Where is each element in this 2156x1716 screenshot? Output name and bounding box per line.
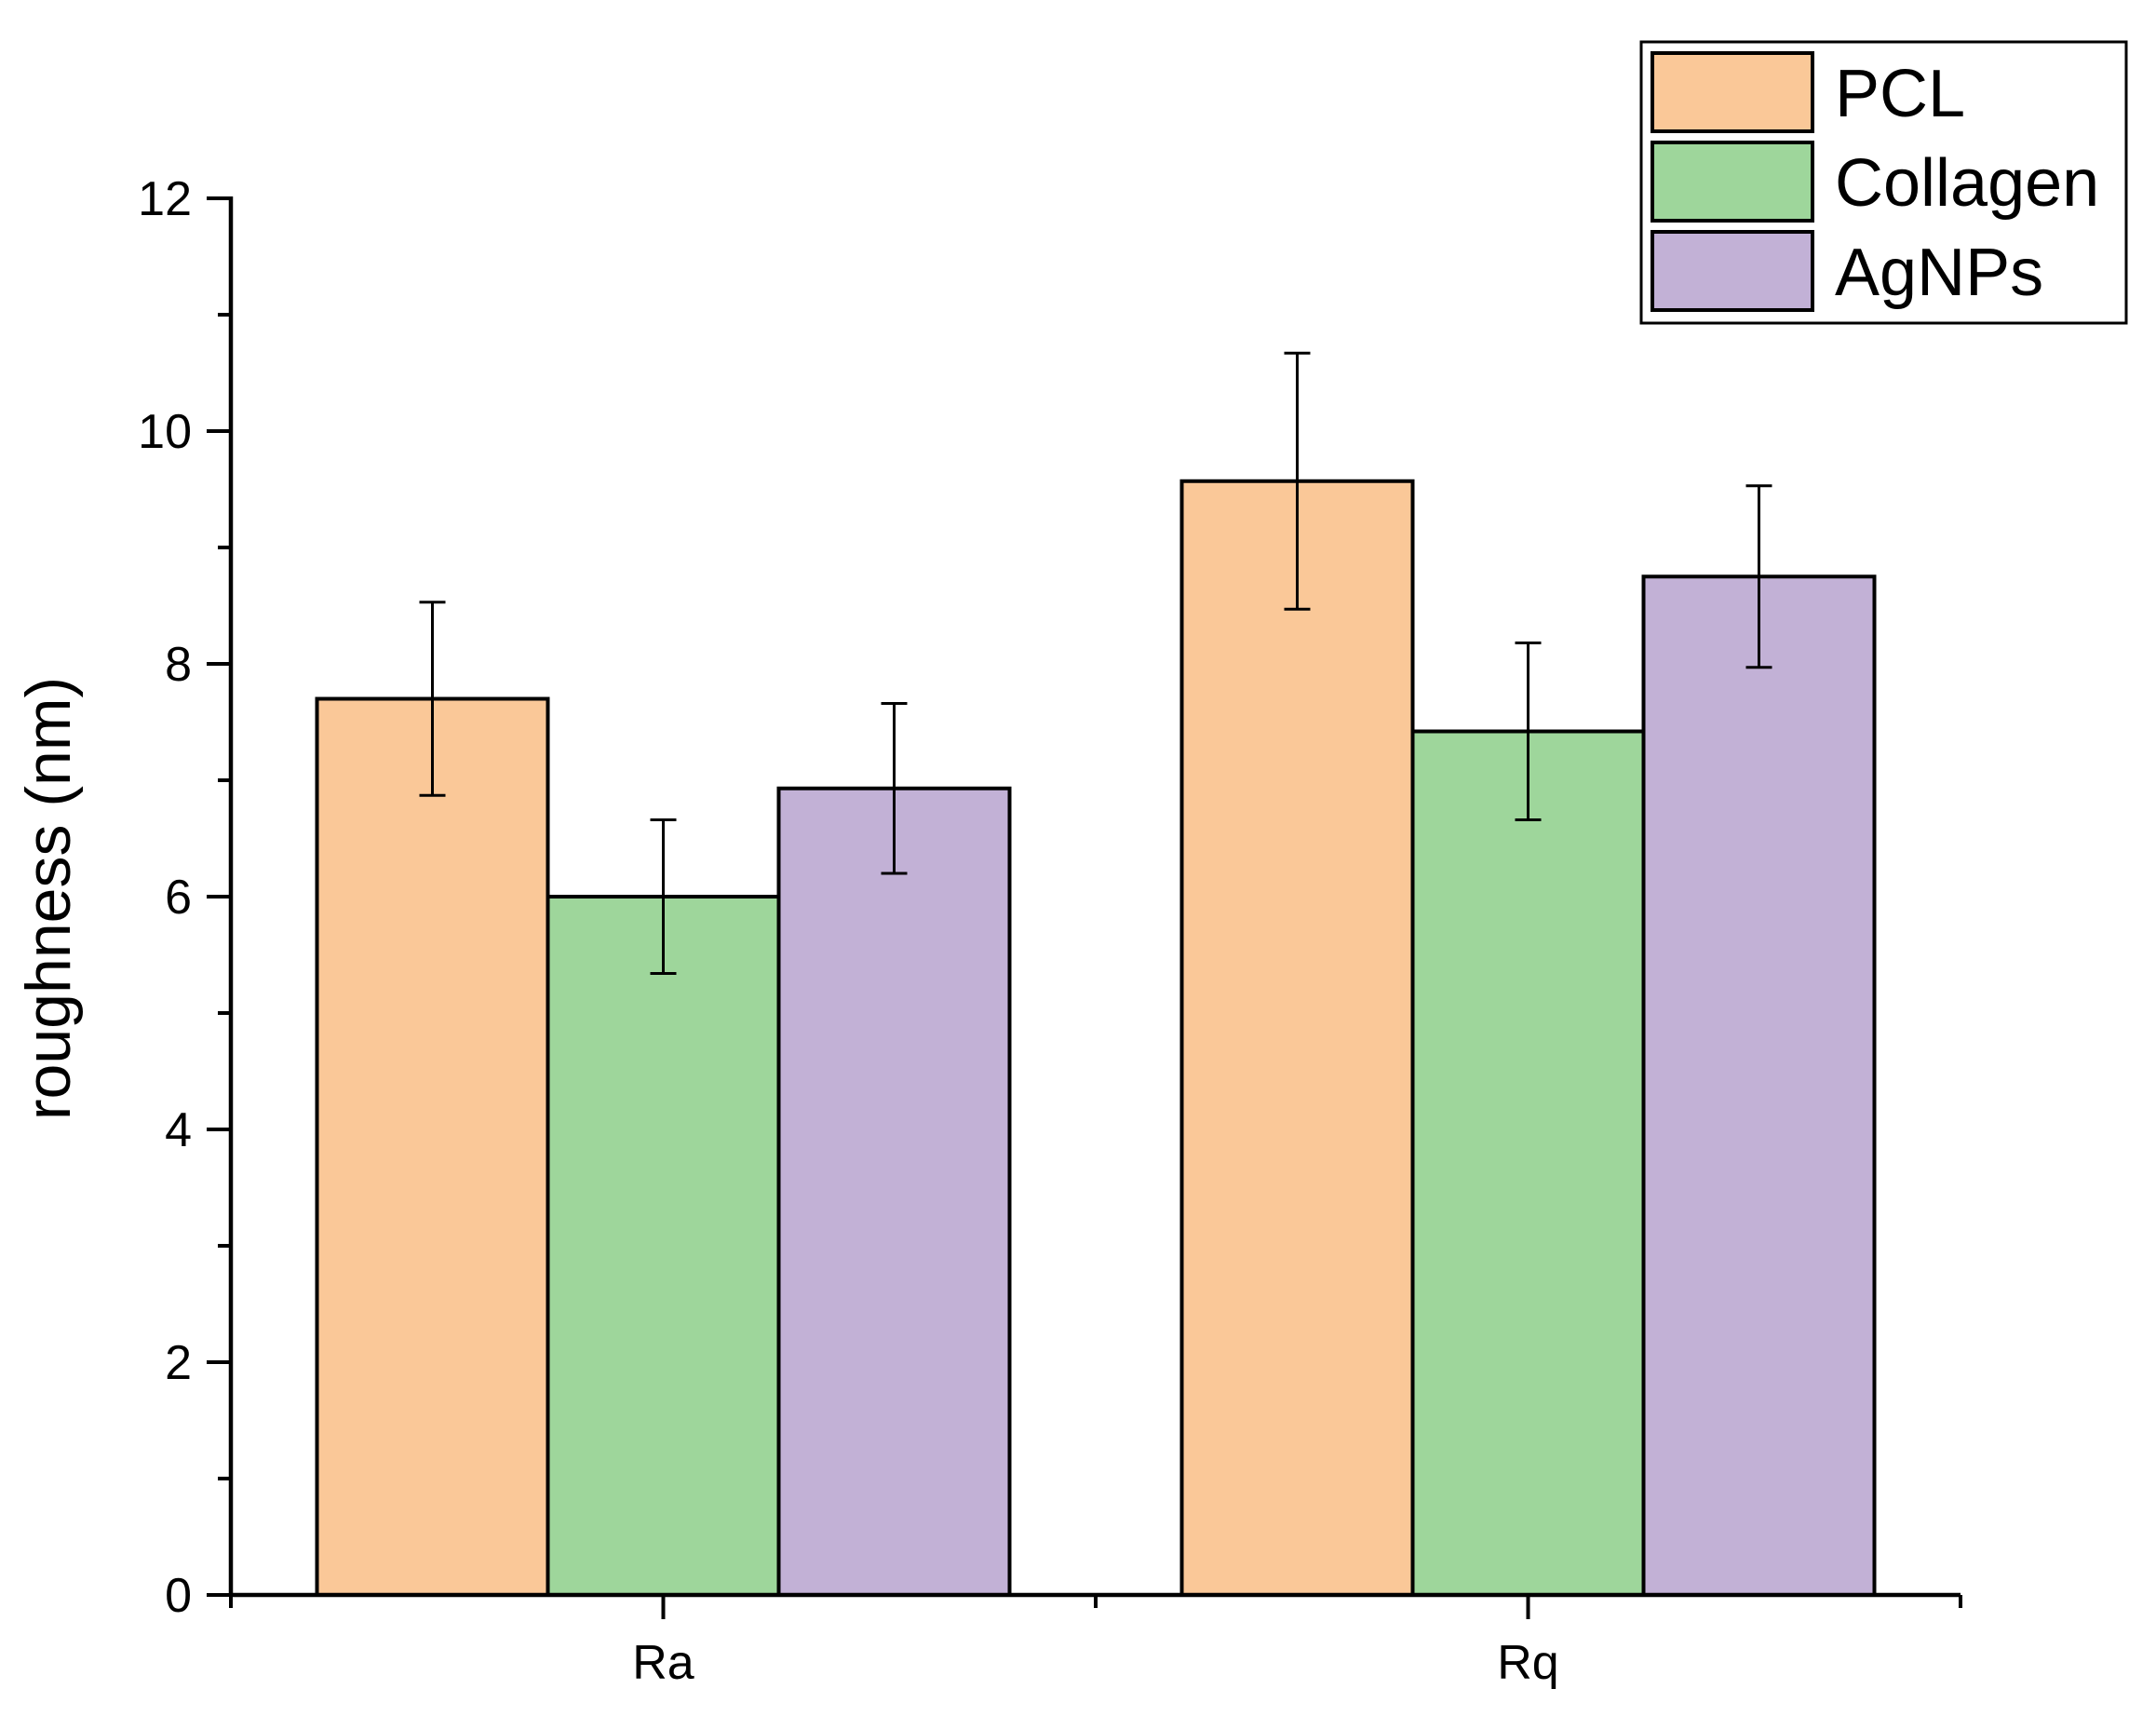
bar-agnps-rq: [1641, 574, 1877, 1597]
bar-collagen-rq: [1410, 729, 1646, 1597]
y-tick-label: 0: [165, 1569, 192, 1623]
y-tick-label: 12: [138, 172, 192, 226]
error-bars-layer: [419, 351, 1772, 975]
error-bar-collagen-rq: [1515, 642, 1542, 821]
error-bar-collagen-ra: [650, 818, 677, 975]
error-bar-agnps-ra: [881, 702, 908, 875]
legend-swatch: [1651, 141, 1814, 223]
y-tick-label: 6: [165, 871, 192, 925]
bar-agnps-ra: [776, 786, 1012, 1597]
ticks-layer: 0 2 4 6 8 10 12 Ra Rq: [138, 172, 1962, 1690]
legend: PCL Collagen AgNPs: [1639, 40, 2128, 325]
legend-label: AgNPs: [1835, 236, 2043, 310]
error-bar-pcl-rq: [1284, 351, 1311, 611]
legend-swatch: [1651, 51, 1814, 133]
legend-swatch: [1651, 230, 1814, 312]
bar-pcl-rq: [1179, 479, 1415, 1597]
legend-item-pcl: PCL: [1651, 51, 1965, 133]
error-bar-pcl-ra: [419, 601, 446, 797]
x-tick-label: Rq: [1497, 1636, 1558, 1690]
y-tick-label: 10: [138, 405, 192, 459]
bar-collagen-ra: [546, 895, 781, 1597]
y-tick-label: 4: [165, 1103, 192, 1157]
x-tick-label: Ra: [632, 1636, 694, 1690]
y-tick-label: 8: [165, 638, 192, 692]
legend-item-collagen: Collagen: [1651, 141, 2099, 223]
legend-item-agnps: AgNPs: [1651, 230, 2043, 312]
y-tick-label: 2: [165, 1336, 192, 1390]
legend-label: Collagen: [1835, 146, 2099, 221]
y-axis-title: roughness (nm): [13, 677, 84, 1120]
bar-pcl-ra: [315, 696, 550, 1597]
legend-label: PCL: [1835, 57, 1965, 131]
bars-layer: [315, 479, 1877, 1597]
error-bar-agnps-rq: [1745, 484, 1772, 669]
